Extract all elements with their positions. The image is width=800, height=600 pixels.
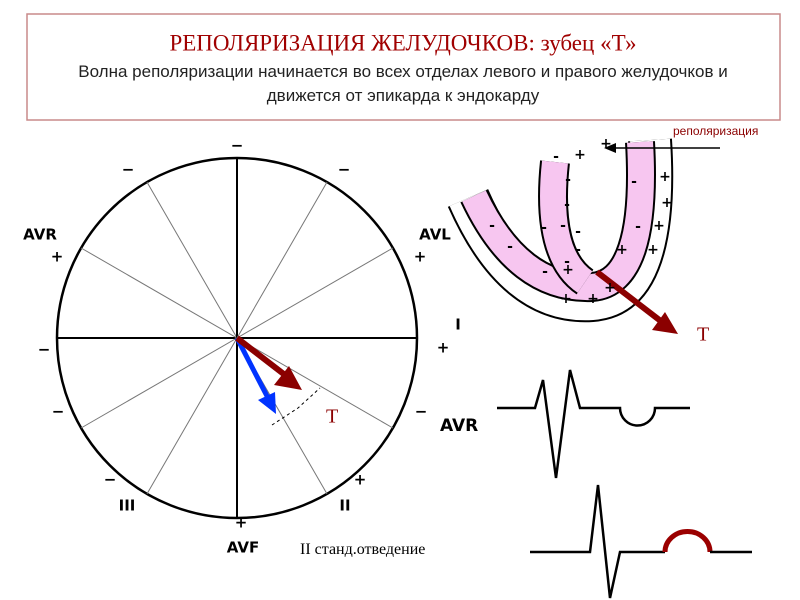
axis-label: +	[414, 248, 427, 266]
subtitle-box: Волна реполяризации начинается во всех о…	[78, 62, 728, 105]
charge-sign: +	[574, 147, 586, 163]
process-label: реполяризация	[673, 124, 758, 138]
charge-sign: -	[507, 239, 513, 255]
header-box	[26, 13, 781, 121]
charge-sign: +	[661, 195, 673, 211]
charge-sign: -	[560, 218, 566, 234]
axis-label: I	[455, 316, 461, 334]
axis-label: −	[231, 137, 244, 155]
projection	[271, 387, 321, 426]
charge-sign: -	[564, 197, 570, 213]
charge-sign: +	[616, 242, 628, 258]
axis-label: AVR	[23, 226, 57, 244]
axis-label: −	[122, 161, 135, 179]
ecg-traces	[497, 369, 752, 599]
ecg-avr	[497, 369, 690, 479]
charge-sign: -	[489, 218, 495, 234]
heart-t-label: T	[697, 324, 709, 346]
axis-label: −	[104, 471, 117, 489]
t-vector	[235, 335, 287, 378]
heart	[447, 138, 720, 334]
blue-vector-head	[258, 392, 276, 414]
title: РЕПОЛЯРИЗАЦИЯ ЖЕЛУДОЧКОВ: зубец «Т»	[169, 30, 636, 55]
charge-sign: -	[631, 174, 637, 190]
charge-sign: -	[542, 264, 548, 280]
axis-label: +	[354, 471, 367, 489]
charge-sign: -	[541, 220, 547, 236]
charge-sign: -	[635, 219, 641, 235]
heart-vector-head	[652, 312, 678, 334]
heart-wall	[462, 141, 654, 301]
axis-label: +	[437, 339, 450, 357]
septum	[540, 160, 593, 293]
axis-label: AVF	[227, 539, 259, 557]
process-arrowhead	[604, 143, 616, 153]
t-vector-head	[274, 366, 302, 390]
caption: II станд.отведение	[300, 541, 425, 558]
axis-label: +	[235, 514, 248, 532]
caption-text: II станд.отведение	[300, 541, 425, 558]
blue-vector	[234, 336, 271, 400]
charge-sign: -	[553, 149, 559, 165]
axis-label: −	[38, 341, 51, 359]
heart-vector	[595, 269, 664, 325]
ecg-ii	[530, 484, 665, 599]
charge-sign: +	[647, 242, 659, 258]
charge-sign: -	[575, 224, 581, 240]
axis-label: III	[119, 497, 136, 515]
charge-sign: +	[560, 291, 572, 307]
axis-label: AVL	[419, 226, 451, 244]
charge-sign: +	[587, 291, 599, 307]
t-wave	[662, 529, 713, 553]
axis-label: −	[415, 403, 428, 421]
axis-label: +	[51, 248, 64, 266]
charge-sign: -	[564, 254, 570, 270]
axis-label: −	[52, 403, 65, 421]
charge-sign: -	[565, 172, 571, 188]
axis-label: II	[339, 497, 350, 515]
ecg-lead-label: AVR	[440, 416, 478, 436]
charge-sign: +	[659, 169, 671, 185]
charge-sign: +	[562, 262, 574, 278]
charge-sign: +	[604, 280, 616, 296]
charge-sign: +	[600, 136, 612, 152]
t-label: T	[326, 406, 338, 428]
vectors	[234, 335, 321, 426]
subtitle: Волна реполяризации начинается во всех о…	[78, 62, 728, 105]
charge-sign: +	[653, 218, 665, 234]
axis-label: −	[338, 161, 351, 179]
charge-sign: -	[575, 242, 581, 258]
